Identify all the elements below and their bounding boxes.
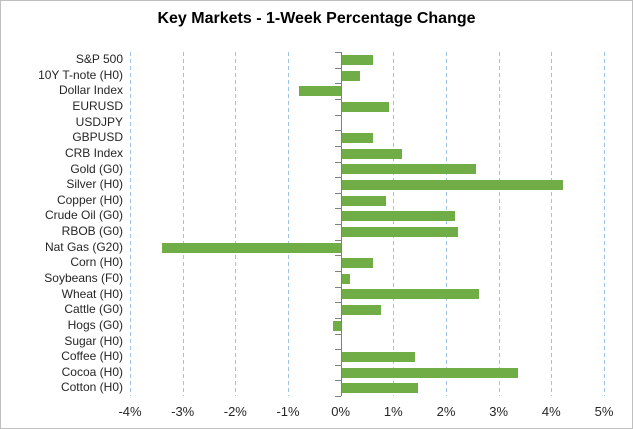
bar [341, 273, 350, 284]
bar [341, 70, 361, 81]
axis-tick [334, 255, 341, 257]
category-label: Sugar (H0) [64, 333, 123, 348]
x-tick-label: -1% [276, 404, 300, 419]
bar [332, 320, 341, 331]
x-tick-label: 0% [331, 404, 351, 419]
x-tick-label: 4% [541, 404, 561, 419]
gridline [551, 52, 553, 396]
zero-axis-line [340, 52, 342, 396]
axis-tick [334, 380, 341, 382]
category-label: 10Y T-note (H0) [38, 67, 123, 82]
bar [298, 86, 341, 97]
gridline [182, 52, 184, 396]
axis-tick [334, 270, 341, 272]
category-label: Soybeans (F0) [44, 270, 123, 285]
bar [341, 54, 374, 65]
category-label: Gold (G0) [70, 161, 123, 176]
bar [161, 242, 341, 253]
gridline [498, 52, 500, 396]
axis-tick [334, 98, 341, 100]
x-tick-label: -4% [118, 404, 142, 419]
category-label: Wheat (H0) [61, 286, 123, 301]
axis-tick [334, 130, 341, 132]
bar [341, 133, 374, 143]
x-tick-label: 3% [489, 404, 509, 419]
bar [341, 351, 416, 362]
axis-tick [334, 177, 341, 179]
axis-tick [334, 52, 341, 53]
category-label: Corn (H0) [70, 255, 123, 270]
gridline [604, 52, 605, 396]
axis-tick [334, 114, 341, 116]
bar [341, 148, 403, 159]
bar [341, 179, 563, 190]
category-label: Hogs (G0) [67, 317, 123, 332]
axis-tick [334, 364, 341, 366]
x-tick-label: 1% [383, 404, 403, 419]
chart-title: Key Markets - 1-Week Percentage Change [157, 10, 476, 27]
bar [341, 226, 458, 237]
gridline [235, 52, 237, 396]
gridline [393, 52, 395, 396]
bar [341, 195, 387, 206]
axis-tick [334, 161, 341, 163]
bar [341, 258, 374, 269]
axis-tick [334, 239, 341, 241]
axis-tick [334, 286, 341, 288]
x-tick-label: 5% [594, 404, 614, 419]
bar [341, 305, 382, 315]
category-label: Copper (H0) [56, 192, 123, 207]
bar [341, 383, 419, 394]
axis-tick [334, 67, 341, 69]
category-label: RBOB (G0) [61, 224, 123, 238]
category-label: Coffee (H0) [61, 349, 123, 364]
category-label: Silver (H0) [66, 177, 123, 192]
category-label: Crude Oil (G0) [44, 208, 123, 223]
category-label: EURUSD [72, 98, 123, 113]
x-tick-label: 2% [436, 404, 456, 419]
bar [341, 164, 476, 175]
category-label: Nat Gas (G20) [44, 239, 123, 254]
axis-tick [334, 302, 341, 304]
x-tick-label: -2% [223, 404, 247, 419]
x-tick-label: -3% [171, 404, 195, 419]
bar [341, 211, 455, 222]
bar [341, 367, 519, 378]
axis-tick [334, 145, 341, 147]
category-label: Cocoa (H0) [61, 364, 123, 379]
category-label: GBPUSD [72, 130, 123, 145]
axis-tick [334, 208, 341, 210]
bar [341, 101, 390, 112]
axis-tick [334, 396, 341, 397]
axis-tick [334, 349, 341, 351]
bar [341, 289, 479, 300]
category-label: Dollar Index [58, 83, 123, 98]
axis-tick [334, 317, 341, 319]
axis-tick [334, 224, 341, 225]
category-label: CRB Index [64, 145, 123, 160]
category-label: S&P 500 [75, 52, 123, 66]
category-label: USDJPY [75, 114, 123, 129]
gridline [446, 52, 447, 396]
axis-tick [334, 333, 341, 335]
axis-tick [334, 192, 341, 194]
gridline [130, 52, 131, 396]
category-label: Cotton (H0) [60, 380, 123, 395]
category-label: Cattle (G0) [64, 302, 123, 317]
gridline [288, 52, 289, 396]
axis-tick [334, 83, 341, 85]
